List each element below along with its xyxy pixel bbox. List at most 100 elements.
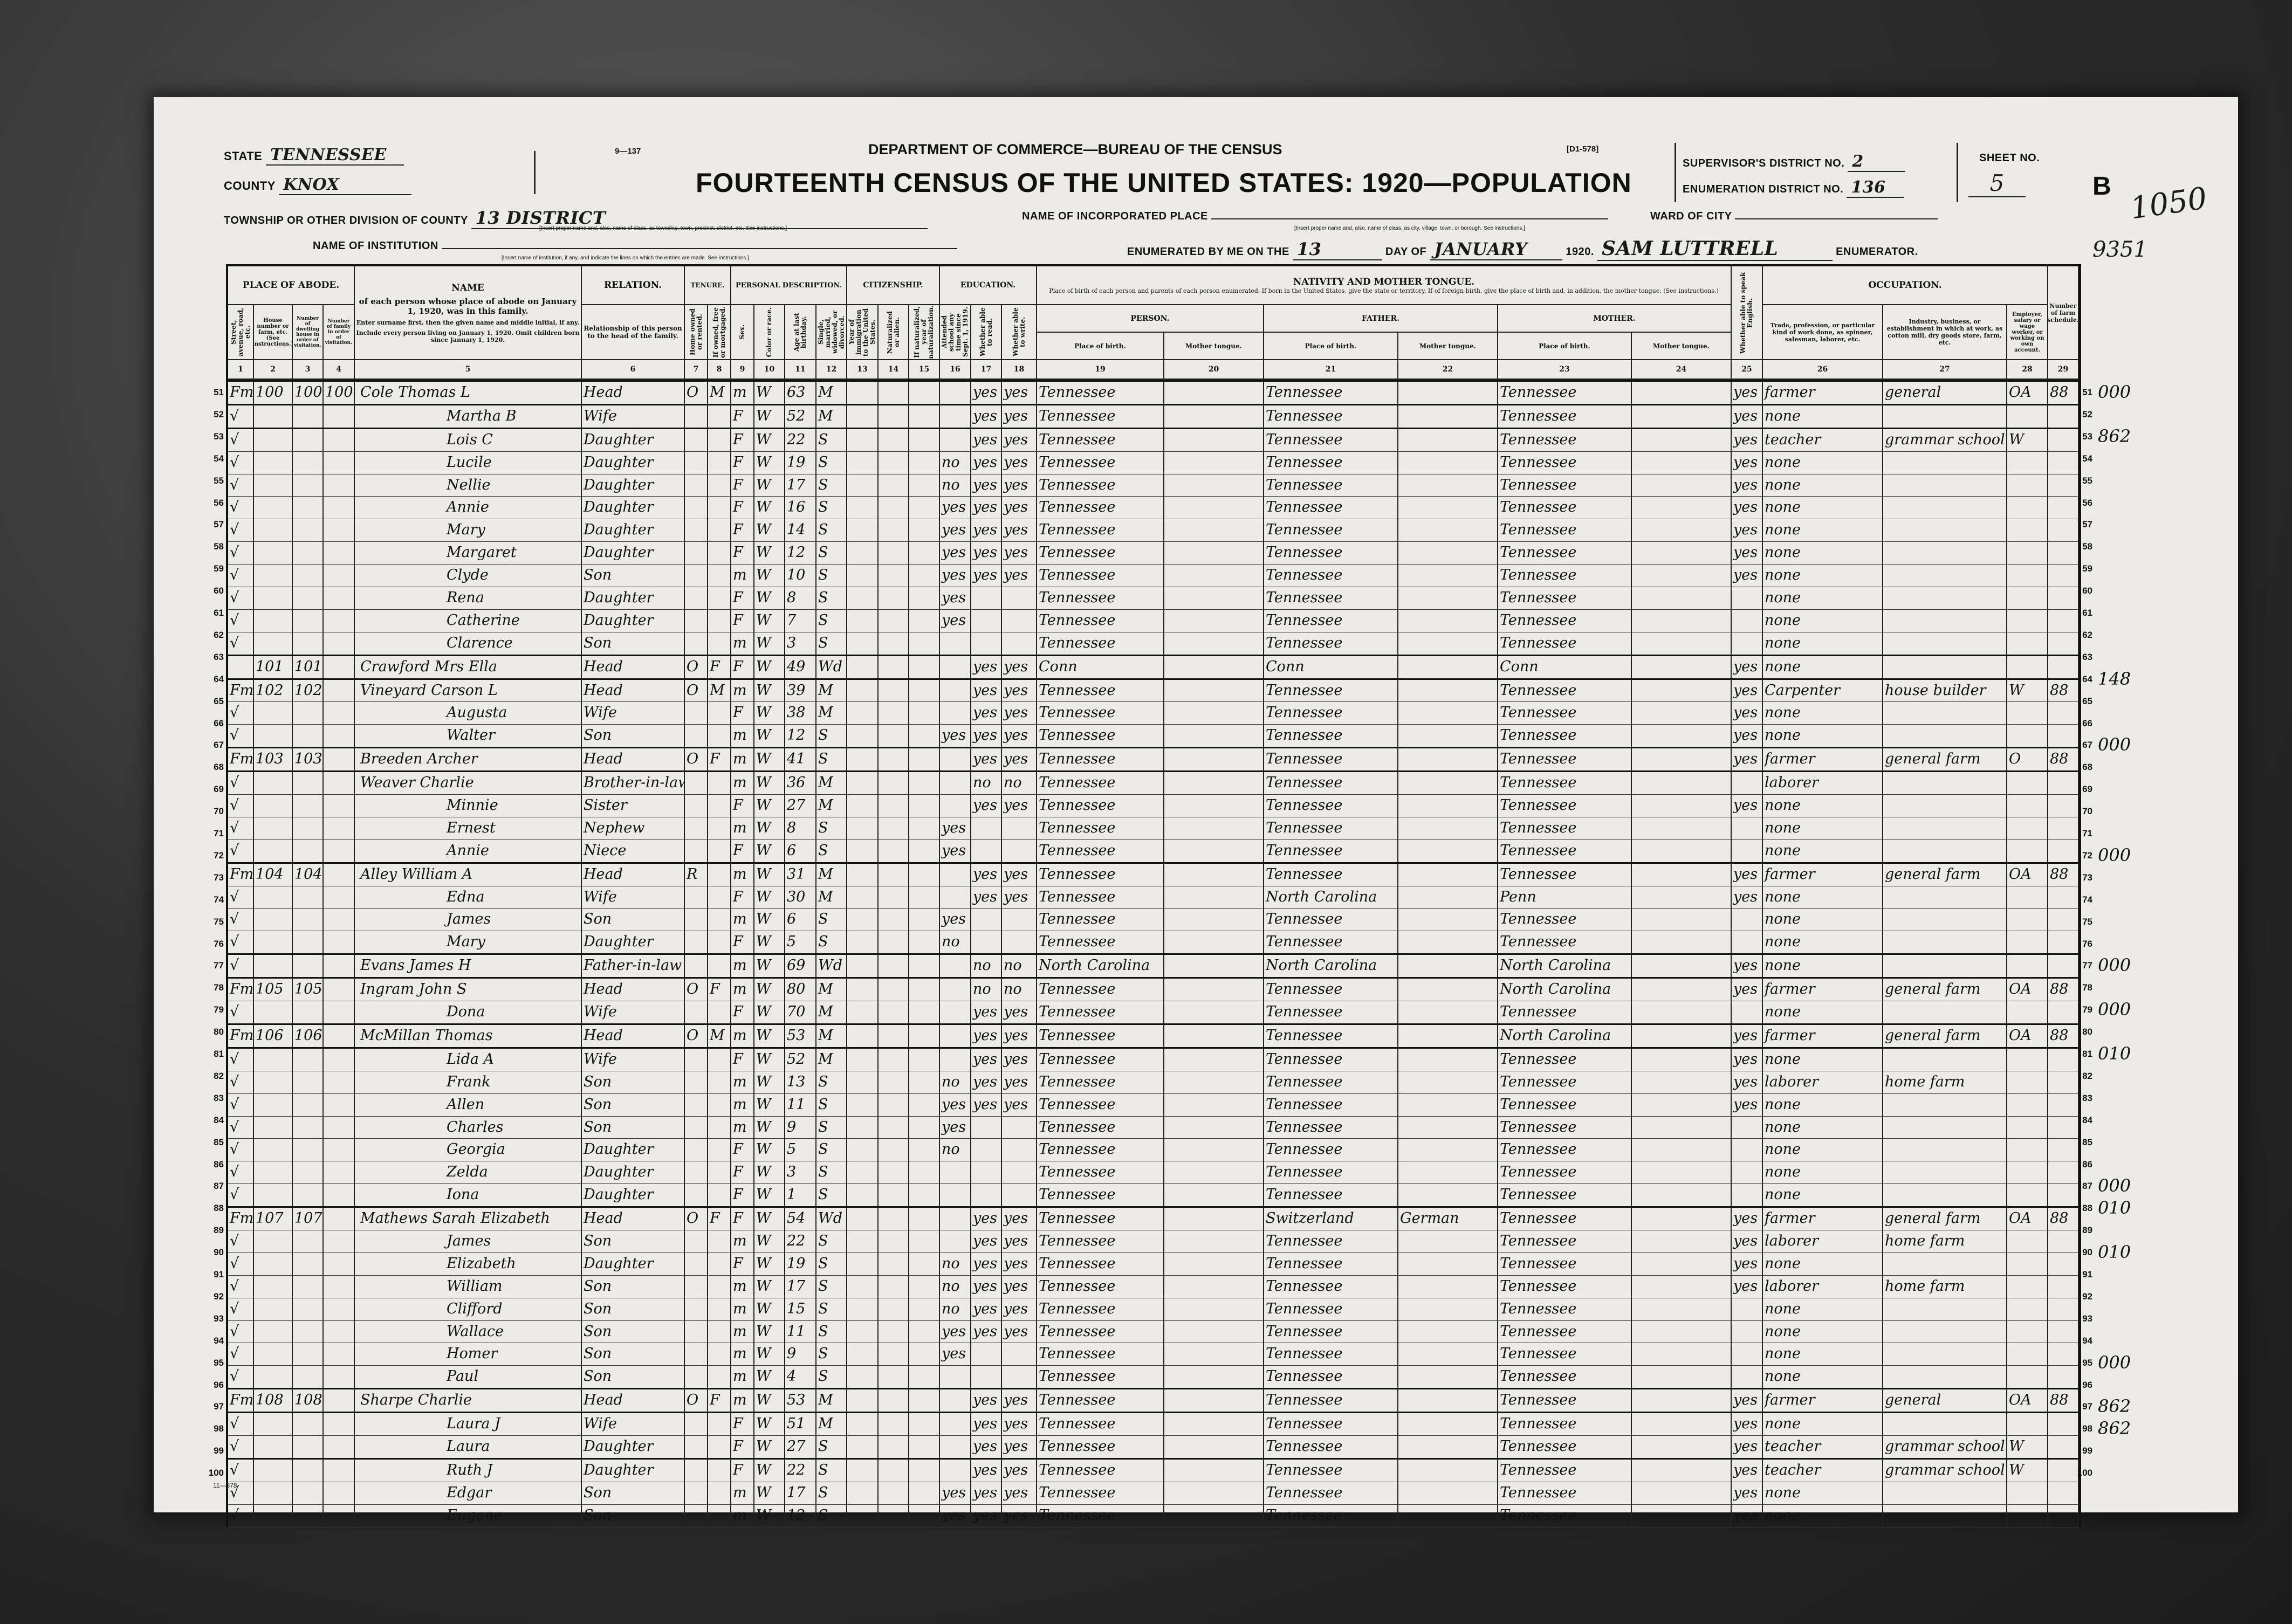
- cell-age: 11: [785, 1093, 816, 1116]
- cell-race: W: [754, 609, 785, 632]
- cell-trade: none: [1763, 519, 1883, 542]
- cell-home-tenure: O: [685, 382, 708, 404]
- cell-naturalization-year: [909, 1024, 940, 1047]
- cell-industry: [1883, 1161, 2007, 1184]
- cell-employer-class: [2007, 1504, 2048, 1527]
- cell-name: Alley William A: [355, 863, 582, 886]
- cell-birthplace: Tennessee: [1037, 817, 1164, 839]
- cell-attended-school: yes: [940, 1504, 971, 1527]
- cell-house-number: [254, 702, 293, 725]
- cell-street: √: [228, 1459, 254, 1482]
- cell-father-mother-tongue: [1398, 817, 1498, 839]
- cell-mother-mother-tongue: [1632, 609, 1732, 632]
- header-nativity-title: NATIVITY AND MOTHER TONGUE.: [1293, 276, 1475, 287]
- cell-marital-status: S: [816, 1230, 847, 1253]
- cell-dwelling-number: [293, 587, 324, 609]
- cell-naturalized: [879, 1482, 909, 1504]
- cell-dwelling-number: 106: [293, 1024, 324, 1047]
- cell-marital-status: M: [816, 772, 847, 795]
- enumerator-signature: Sam Luttrell: [1597, 237, 1833, 261]
- cell-name: Paul: [355, 1366, 582, 1388]
- cell-mother-tongue: [1164, 1208, 1264, 1230]
- cell-farm-schedule: [2048, 886, 2079, 909]
- cell-can-read: yes: [971, 1071, 1002, 1093]
- cell-mother-tongue: [1164, 863, 1264, 886]
- cell-mother-mother-tongue: [1632, 931, 1732, 954]
- occupation-code: 148: [2098, 668, 2131, 689]
- cell-father-mother-tongue: German: [1398, 1208, 1498, 1230]
- sheet-label: Sheet No.: [1979, 152, 2040, 164]
- header-marital: Single, married, widowed, or divorced.: [816, 310, 846, 354]
- cell-speaks-english: yes: [1732, 1208, 1763, 1230]
- occupation-code: 010: [2098, 1198, 2131, 1219]
- cell-mother-mother-tongue: [1632, 725, 1732, 747]
- cell-home-tenure: [685, 1001, 708, 1023]
- cell-naturalization-year: [909, 497, 940, 519]
- line-number-right: 77: [2082, 960, 2092, 971]
- cell-sex: F: [731, 1001, 754, 1023]
- line-number-right: 51: [2082, 387, 2092, 397]
- cell-owned-status: [708, 909, 731, 931]
- cell-trade: none: [1763, 405, 1883, 428]
- cell-can-write: yes: [1002, 519, 1037, 542]
- cell-naturalization-year: [909, 382, 940, 404]
- cell-relation: Daughter: [582, 1184, 685, 1207]
- cell-can-read: yes: [971, 679, 1002, 702]
- cell-name: McMillan Thomas: [355, 1024, 582, 1047]
- cell-trade: farmer: [1763, 382, 1883, 404]
- cell-naturalized: [879, 817, 909, 839]
- cell-industry: [1883, 702, 2007, 725]
- cell-naturalized: [879, 1275, 909, 1298]
- cell-family-number: [324, 748, 355, 771]
- cell-birthplace: Tennessee: [1037, 1298, 1164, 1320]
- cell-employer-class: [2007, 1116, 2048, 1139]
- line-number-left: 56: [214, 497, 224, 508]
- cell-employer-class: [2007, 1343, 2048, 1366]
- cell-industry: [1883, 817, 2007, 839]
- cell-attended-school: [940, 679, 971, 702]
- cell-race: W: [754, 863, 785, 886]
- cell-age: 14: [785, 519, 816, 542]
- line-number-right: 91: [2082, 1269, 2092, 1279]
- cell-farm-schedule: [2048, 1459, 2079, 1482]
- table-header: PLACE OF ABODE. NAME of each person whos…: [228, 266, 2079, 382]
- cell-trade: none: [1763, 886, 1883, 909]
- cell-street: √: [228, 909, 254, 931]
- cell-mother-tongue: [1164, 474, 1264, 497]
- cell-relation: Head: [582, 382, 685, 404]
- cell-can-read: yes: [971, 725, 1002, 747]
- header-col-25: Whether able to speak English.: [1732, 266, 1763, 360]
- cell-mother-mother-tongue: [1632, 1253, 1732, 1275]
- cell-mother-tongue: [1164, 1504, 1264, 1527]
- cell-race: W: [754, 839, 785, 862]
- cell-home-tenure: [685, 1048, 708, 1071]
- cell-can-write: yes: [1002, 1320, 1037, 1343]
- cell-marital-status: S: [816, 587, 847, 609]
- cell-birthplace: North Carolina: [1037, 955, 1164, 978]
- cell-sex: m: [731, 909, 754, 931]
- cell-can-read: [971, 817, 1002, 839]
- cell-birthplace: Tennessee: [1037, 1413, 1164, 1435]
- cell-relation: Son: [582, 1320, 685, 1343]
- cell-can-read: yes: [971, 497, 1002, 519]
- cell-employer-class: W: [2007, 1435, 2048, 1458]
- cell-race: W: [754, 817, 785, 839]
- cell-father-mother-tongue: [1398, 1071, 1498, 1093]
- cell-home-tenure: [685, 451, 708, 474]
- cell-owned-status: [708, 405, 731, 428]
- line-number-left: 92: [214, 1291, 224, 1302]
- cell-mother-birthplace: Tennessee: [1498, 565, 1632, 587]
- cell-employer-class: [2007, 1184, 2048, 1207]
- cell-family-number: [324, 1389, 355, 1412]
- line-number-left: 59: [214, 563, 224, 574]
- cell-relation: Daughter: [582, 474, 685, 497]
- cell-relation: Father-in-law: [582, 955, 685, 978]
- cell-father-mother-tongue: [1398, 519, 1498, 542]
- cell-industry: [1883, 1253, 2007, 1275]
- cell-age: 31: [785, 863, 816, 886]
- cell-mother-mother-tongue: [1632, 1208, 1732, 1230]
- cell-name: Augusta: [355, 702, 582, 725]
- line-number-right: 67: [2082, 740, 2092, 751]
